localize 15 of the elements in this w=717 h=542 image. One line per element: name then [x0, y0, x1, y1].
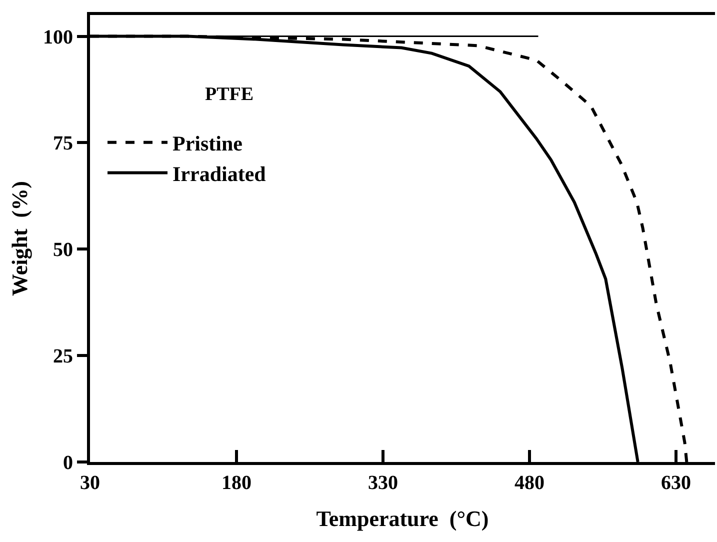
annotation: PTFE — [205, 84, 254, 105]
x-tick-label: 480 — [514, 472, 544, 494]
x-tick-label: 330 — [368, 472, 398, 494]
y-tick-label: 75 — [53, 132, 73, 155]
legend-label: Pristine — [172, 132, 242, 156]
x-tick-label: 180 — [221, 472, 252, 494]
x-tick-label: 630 — [660, 472, 691, 494]
x-tick-label: 30 — [80, 472, 100, 494]
x-axis-title: Temperature (°C) — [316, 506, 489, 531]
y-tick-label: 25 — [53, 346, 73, 368]
y-tick-label: 0 — [63, 452, 73, 474]
y-axis-title: Weight (%) — [6, 181, 32, 296]
y-tick-label: 50 — [53, 239, 73, 262]
legend-label: Irradiated — [172, 162, 266, 186]
y-tick-label: 100 — [43, 26, 73, 48]
